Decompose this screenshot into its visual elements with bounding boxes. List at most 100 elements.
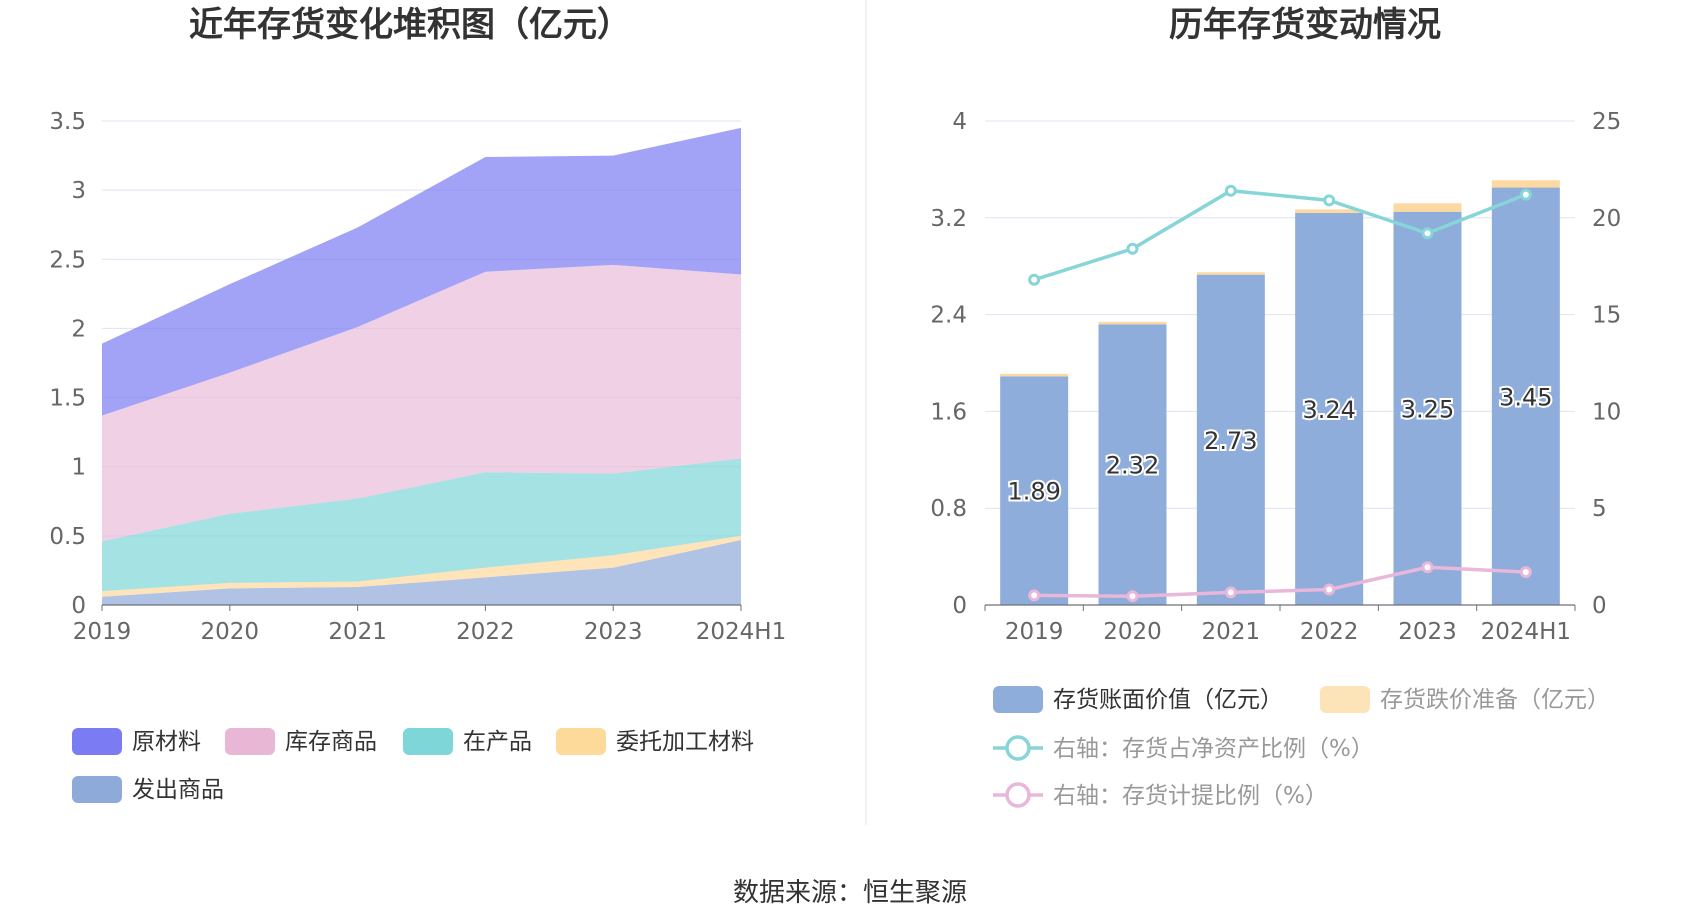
- right-y2-tick-label: 0: [1592, 593, 1607, 619]
- right-y2-tick-label: 20: [1592, 206, 1621, 232]
- line-net-asset-ratio: [1033, 188, 1527, 282]
- provision-ratio-point: [1028, 589, 1041, 602]
- right-x-tick-label: 2023: [1398, 619, 1457, 645]
- bar-value-label: 3.25: [1401, 395, 1454, 423]
- stacked-area-chart: 近年存货变化堆积图（亿元） 2019 2020 2021 2022 2023 2024H1…: [49, 5, 786, 803]
- legend-label: 库存商品: [285, 729, 377, 755]
- bar-provision: [1295, 209, 1364, 213]
- left-legend-item[interactable]: 委托加工材料: [556, 728, 754, 755]
- right-y2-tick-label: 15: [1592, 303, 1621, 329]
- right-x-tick-label: 2024H1: [1481, 619, 1571, 645]
- left-legend-item[interactable]: 发出商品: [72, 776, 224, 803]
- right-legend-item[interactable]: 右轴：存货计提比例（%）: [993, 782, 1328, 809]
- right-bar-labels: 1.89 2.32 2.73 3.24 3.25 3.45: [1005, 381, 1554, 507]
- right-legend-item[interactable]: 右轴：存货占净资产比例（%）: [993, 735, 1374, 762]
- left-area-series: [102, 127, 741, 605]
- left-y-tick-label: 3: [71, 178, 86, 204]
- right-legend-item[interactable]: 存货账面价值（亿元）: [993, 686, 1283, 713]
- legend-label: 发出商品: [132, 777, 224, 803]
- left-chart-title: 近年存货变化堆积图（亿元）: [189, 5, 631, 45]
- left-axes: 2019 2020 2021 2022 2023 2024H1 0 0.5 1 1.5 2 2.5 3 3…: [49, 109, 786, 645]
- bar-book-value: [1393, 211, 1462, 605]
- net-asset-ratio-point: [1126, 242, 1139, 255]
- bar-line-chart: 历年存货变动情况 1.892.322.733.24 3.25 3.45 2019 20…: [930, 5, 1621, 809]
- right-y2-tick-label: 25: [1592, 109, 1621, 135]
- left-legend-item[interactable]: 原材料: [72, 728, 201, 755]
- left-x-tick-label: 2022: [456, 619, 515, 645]
- bar-value-label: 2.32: [1106, 452, 1159, 480]
- provision-ratio-point: [1421, 561, 1434, 574]
- right-legend-item[interactable]: 存货跌价准备（亿元）: [1320, 686, 1610, 713]
- right-line-series: [1028, 184, 1532, 603]
- left-x-tick-label: 2019: [73, 619, 132, 645]
- right-y-tick-label: 1.6: [930, 399, 967, 425]
- bar-book-value: [1000, 376, 1069, 605]
- legend-label: 右轴：存货占净资产比例（%）: [1053, 736, 1374, 762]
- source-note: 数据来源：恒生聚源: [733, 878, 967, 908]
- right-grid: [985, 120, 1575, 509]
- left-y-tick-label: 2.5: [49, 247, 86, 273]
- left-x-tick-label: 2021: [328, 619, 387, 645]
- legend-swatch: [225, 728, 275, 755]
- area-5: [102, 127, 741, 416]
- bar-value-label: 1.89: [1007, 478, 1060, 506]
- provision-ratio-point: [1224, 586, 1237, 599]
- right-bar-series: [1000, 180, 1560, 606]
- right-chart-title: 历年存货变动情况: [1169, 5, 1441, 45]
- line-provision-ratio: [1034, 565, 1526, 599]
- provision-ratio-point: [1323, 583, 1336, 596]
- legend-label: 右轴：存货计提比例（%）: [1053, 783, 1328, 809]
- area-3: [102, 458, 741, 592]
- left-y-tick-label: 0.5: [49, 524, 86, 550]
- bar-book-value: [1098, 324, 1167, 605]
- net-asset-ratio-point: [1421, 227, 1434, 240]
- bar-value-label: 3.24: [1302, 396, 1355, 424]
- left-x-tick-label: 2024H1: [696, 619, 786, 645]
- right-x-tick-label: 2021: [1202, 619, 1261, 645]
- bar-book-value: [1196, 274, 1265, 605]
- legend-marker: [1005, 735, 1031, 761]
- legend-swatch: [403, 728, 453, 755]
- area-2: [102, 535, 741, 597]
- left-y-tick-label: 1.5: [49, 386, 86, 412]
- right-y-tick-label: 0.8: [930, 496, 967, 522]
- legend-label: 存货账面价值（亿元）: [1053, 687, 1283, 713]
- area-4: [102, 264, 741, 542]
- net-asset-ratio-point: [1323, 194, 1336, 207]
- bar-provision: [1393, 203, 1462, 212]
- left-y-tick-label: 0: [71, 593, 86, 619]
- net-asset-ratio-point: [1224, 184, 1237, 197]
- right-x-tick-label: 2020: [1103, 619, 1162, 645]
- left-x-tick-label: 2023: [584, 619, 643, 645]
- right-legend: 存货账面价值（亿元） 存货跌价准备（亿元）右轴：存货占净资产比例（%） 右轴：存货计…: [993, 686, 1610, 809]
- right-y-tick-label: 2.4: [930, 303, 967, 329]
- bar-value-label: 2.73: [1204, 427, 1257, 455]
- right-y2-tick-label: 5: [1592, 496, 1607, 522]
- area-1: [102, 540, 741, 605]
- legend-label: 委托加工材料: [616, 729, 754, 755]
- net-asset-ratio-point: [1519, 188, 1532, 201]
- legend-swatch: [1320, 686, 1370, 713]
- provision-ratio-point: [1519, 566, 1532, 579]
- net-asset-ratio-point: [1028, 273, 1041, 286]
- bar-book-value: [1491, 187, 1560, 606]
- legend-label: 存货跌价准备（亿元）: [1380, 687, 1610, 713]
- bar-provision: [1196, 272, 1265, 275]
- right-y-tick-label: 4: [952, 109, 967, 135]
- right-y-tick-label: 3.2: [930, 206, 967, 232]
- legend-swatch: [72, 728, 122, 755]
- legend-swatch: [556, 728, 606, 755]
- left-legend-item[interactable]: 库存商品: [225, 728, 377, 755]
- bar-book-value: [1295, 212, 1364, 605]
- left-y-tick-label: 2: [71, 316, 86, 342]
- right-y-tick-label: 0: [952, 593, 967, 619]
- legend-swatch: [72, 776, 122, 803]
- bar-provision: [1098, 321, 1167, 325]
- left-y-tick-label: 3.5: [49, 109, 86, 135]
- provision-ratio-point: [1126, 590, 1139, 603]
- left-legend-item[interactable]: 在产品: [403, 728, 532, 755]
- right-x-tick-label: 2019: [1005, 619, 1064, 645]
- bar-provision: [1491, 180, 1560, 188]
